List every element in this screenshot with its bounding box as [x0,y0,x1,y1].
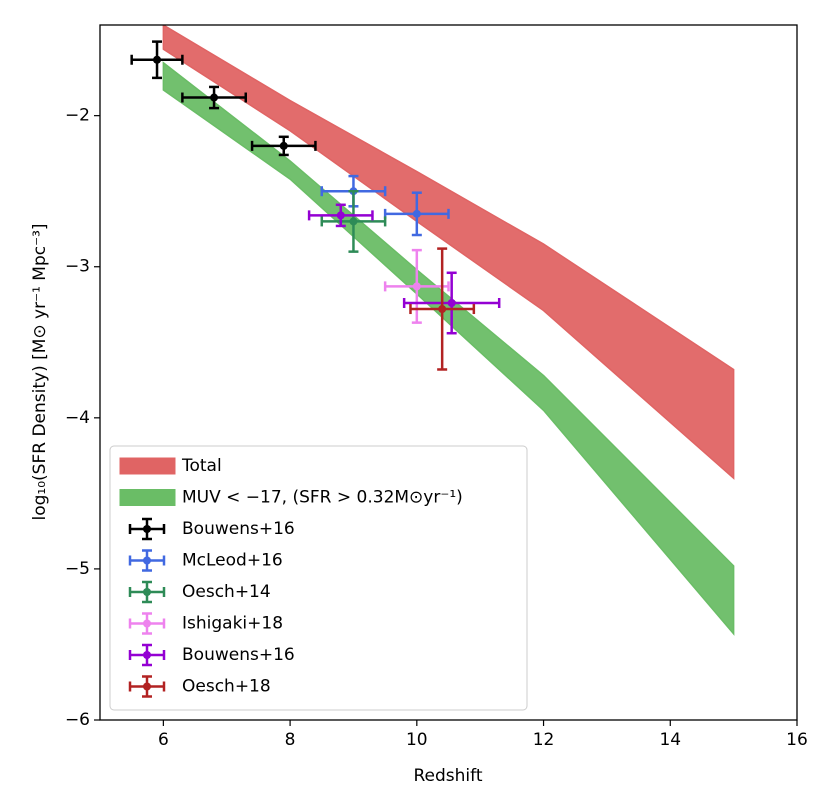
plot-area [130,25,735,636]
point [336,211,345,220]
point [210,93,219,102]
plot-frame [99,24,798,721]
legend-label: Bouwens+16 [182,519,295,539]
x-tick-label: 10 [406,730,428,750]
legend-box [109,445,528,711]
y-tick-label: −2 [65,106,90,126]
x-tick-label: 16 [786,730,808,750]
x-tick-label: 8 [285,730,296,750]
legend-swatch [119,457,176,475]
x-axis-label: Redshift [413,766,482,786]
legend-symbol [143,682,151,691]
legend-label: MUV < −17, (SFR > 0.32M⊙yr⁻¹) [182,488,463,508]
legend-swatch [119,489,176,506]
y-axis-label: log₁₀(SFR Density) [M⊙ yr⁻¹ Mpc⁻³] [30,223,50,520]
y-tick-label: −3 [65,257,90,277]
point [279,141,288,150]
point [438,305,447,314]
band [162,61,735,636]
point [349,217,358,226]
y-tick-label: −4 [65,408,90,428]
x-tick-label: 12 [533,730,555,750]
legend-symbol [143,619,151,628]
y-tick-label: −5 [65,559,90,579]
legend-label: Oesch+18 [182,677,271,697]
band [162,25,735,480]
point [447,299,456,307]
legend-label: Bouwens+16 [182,645,295,665]
point [412,282,421,291]
legend-symbol [143,556,151,565]
legend-label: Ishigaki+18 [182,614,283,634]
x-tick-label: 6 [158,730,169,750]
legend-label: McLeod+16 [182,551,283,571]
legend-label: Total [181,456,222,476]
y-tick-label: −6 [65,710,90,730]
legend-label: Oesch+14 [182,582,271,602]
legend-symbol [143,588,151,596]
legend-symbol [143,651,151,659]
x-tick-label: 14 [659,730,681,750]
legend-symbol [143,525,151,533]
point [153,55,162,64]
point [412,209,421,218]
